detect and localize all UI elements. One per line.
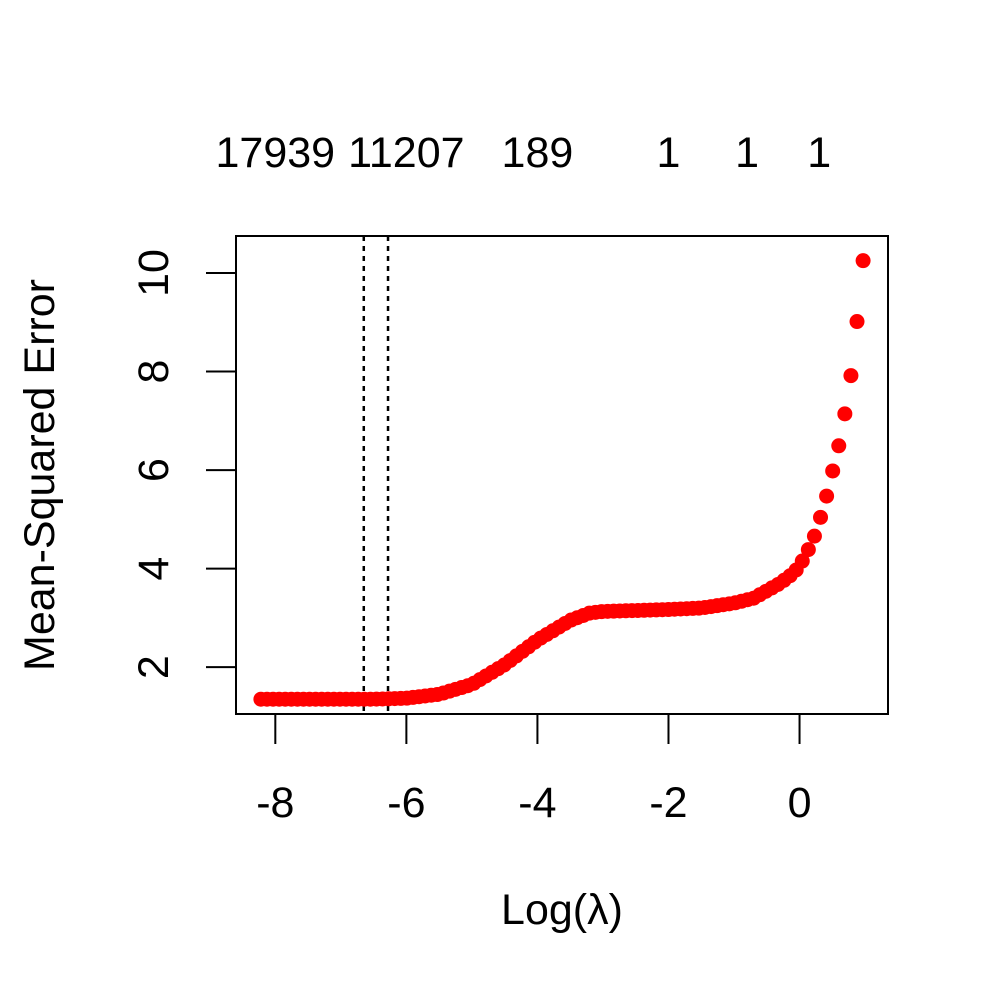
top-axis-labels: 17939 11207 189 1 1 1 [216,129,832,177]
plot-frame [235,235,889,715]
x-axis-title: Log(λ) [501,886,623,934]
x-tick-label: -4 [518,779,556,827]
y-tick-label: 10 [130,249,178,297]
data-point [800,542,816,558]
x-tick-label: -6 [387,779,425,827]
y-tick-label: 4 [130,557,178,581]
data-point [849,314,865,330]
y-tick-label: 2 [130,655,178,679]
data-point [855,253,871,269]
y-tick-label: 6 [130,458,178,482]
top-axis-label: 17939 [216,129,336,177]
top-axis-label: 189 [502,129,574,177]
data-point [843,368,859,384]
x-tick-label: -8 [256,779,294,827]
top-axis-label: 1 [807,129,831,177]
x-tick-label: -2 [649,779,687,827]
top-axis-label: 1 [735,129,759,177]
top-axis-label: 11207 [348,129,464,177]
data-points [253,253,871,707]
y-tick-label: 8 [130,360,178,384]
data-point [825,463,841,479]
data-point [837,406,853,422]
reference-lines [362,236,390,714]
data-point [819,488,835,504]
x-tick-label: 0 [788,779,812,827]
data-point [831,438,847,454]
data-point [813,509,829,525]
y-axis-title: Mean-Squared Error [16,279,64,671]
top-axis-label: 1 [657,129,681,177]
data-point [806,528,822,544]
x-axis: -8 -6 -4 -2 0 [256,713,812,827]
y-axis: 2 4 6 8 10 [130,249,237,679]
data-point [794,553,810,569]
